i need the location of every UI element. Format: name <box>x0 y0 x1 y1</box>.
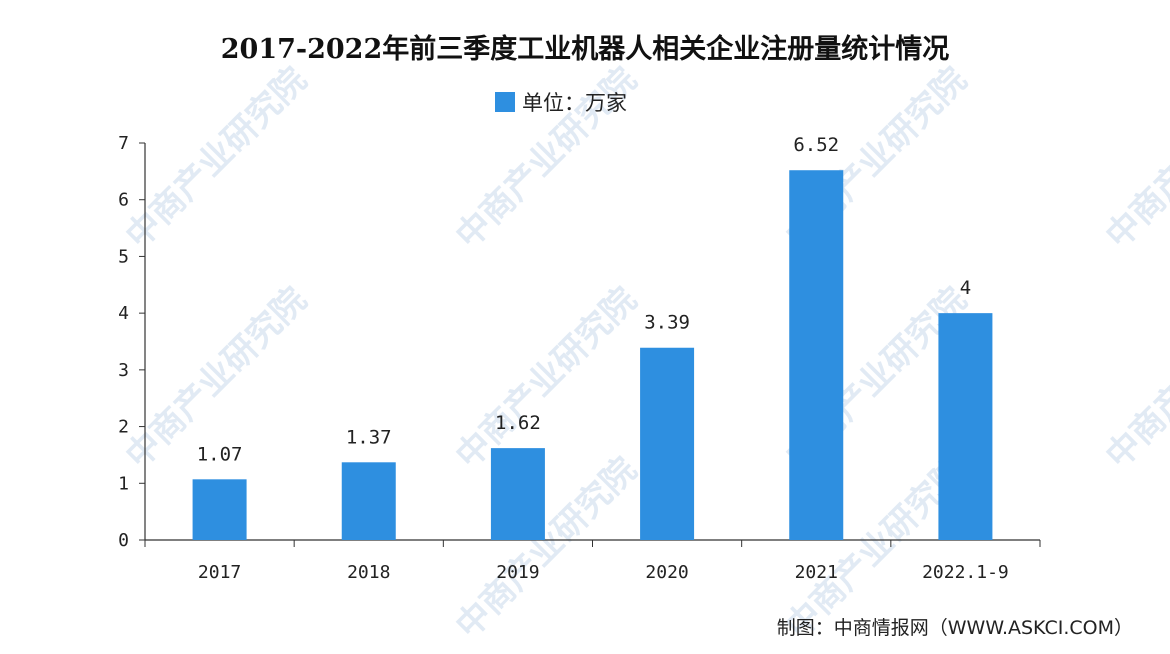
bars: 1.07 2017 1.37 2018 1.62 2019 3.39 2020 6.52 2021… <box>192 134 1009 583</box>
data-label: 1.37 <box>346 426 392 448</box>
watermark-text: 中商产业研究院 <box>448 450 645 647</box>
chart-title: 2017-2022年前三季度工业机器人相关企业注册量统计情况 <box>221 33 950 65</box>
watermark-text: 中商产业研究院 <box>1098 280 1170 477</box>
y-tick-label: 0 <box>118 530 129 551</box>
data-label: 6.52 <box>793 134 839 156</box>
y-tick-label: 6 <box>118 190 129 211</box>
y-tick-label: 2 <box>118 417 129 438</box>
data-label: 1.07 <box>197 443 243 465</box>
y-tick-label: 5 <box>118 246 129 267</box>
y-tick-label: 1 <box>118 473 129 494</box>
y-tick-label: 3 <box>118 360 129 381</box>
watermark-text: 中商产业研究院 <box>448 60 645 257</box>
x-tick-label: 2019 <box>496 562 539 583</box>
bar <box>341 462 396 540</box>
bar <box>938 313 993 540</box>
data-label: 3.39 <box>644 312 690 334</box>
bar <box>640 347 695 540</box>
data-label: 1.62 <box>495 412 541 434</box>
y-tick-label: 4 <box>118 303 129 324</box>
watermark-text: 中商产业研究院 <box>448 280 645 477</box>
x-tick-label: 2022.1-9 <box>922 562 1009 583</box>
axes: 0 1 2 3 4 5 6 7 <box>118 133 1041 551</box>
watermark-text: 中商产业研究院 <box>118 60 315 257</box>
y-tick-label: 7 <box>118 133 129 154</box>
x-tick-label: 2017 <box>198 562 241 583</box>
legend-label: 单位：万家 <box>522 91 627 115</box>
data-label: 4 <box>960 277 971 299</box>
x-tick-label: 2020 <box>645 562 688 583</box>
x-tick-label: 2018 <box>347 562 390 583</box>
watermark-text: 中商产业研究院 <box>1098 60 1170 257</box>
bar <box>490 448 545 540</box>
source-note: 制图：中商情报网（WWW.ASKCI.COM） <box>777 617 1133 639</box>
legend-swatch <box>495 92 515 112</box>
bar <box>192 479 247 540</box>
x-tick-label: 2021 <box>795 562 838 583</box>
bar <box>789 170 844 541</box>
